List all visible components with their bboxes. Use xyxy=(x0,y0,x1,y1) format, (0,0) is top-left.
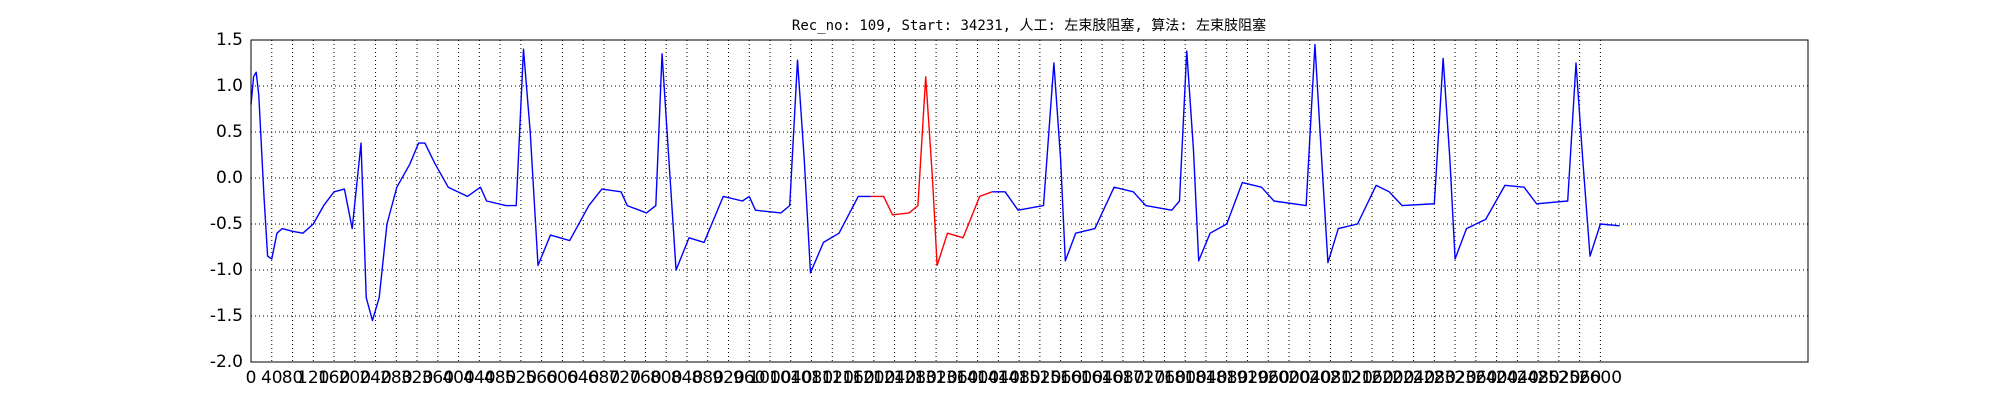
x-tick-label: 2160 xyxy=(1350,368,1393,388)
x-tick-label: 400 xyxy=(442,368,474,388)
x-tick-label: 1480 xyxy=(997,368,1040,388)
x-tick-label: 680 xyxy=(588,368,620,388)
x-tick-label: 2480 xyxy=(1516,368,1559,388)
x-tick-label: 1320 xyxy=(914,368,957,388)
x-tick-label: 200 xyxy=(339,368,371,388)
x-tick-label: 1200 xyxy=(852,368,895,388)
x-tick-label: 1640 xyxy=(1081,368,1124,388)
x-tick-label: 960 xyxy=(733,368,765,388)
x-tick-label: 2320 xyxy=(1433,368,1476,388)
x-tick-label: 1800 xyxy=(1164,368,1207,388)
x-tick-label: 1560 xyxy=(1039,368,1082,388)
x-tick-label: 80 xyxy=(282,368,304,388)
y-tick-label: 1.0 xyxy=(216,76,243,96)
x-tick-label: 1240 xyxy=(873,368,916,388)
x-tick-label: 40 xyxy=(261,368,283,388)
x-tick-label: 760 xyxy=(629,368,661,388)
x-tick-label: 560 xyxy=(525,368,557,388)
x-tick-label: 840 xyxy=(671,368,703,388)
x-tick-label: 600 xyxy=(546,368,578,388)
x-tick-label: 720 xyxy=(608,368,640,388)
x-tick-label: 1880 xyxy=(1205,368,1248,388)
x-tick-label: 320 xyxy=(401,368,433,388)
x-tick-label: 360 xyxy=(422,368,454,388)
x-tick-label: 1520 xyxy=(1018,368,1061,388)
x-tick-label: 1600 xyxy=(1060,368,1103,388)
y-tick-label: -2.0 xyxy=(210,352,243,372)
x-tick-label: 1120 xyxy=(811,368,854,388)
x-tick-label: 2280 xyxy=(1413,368,1456,388)
x-tick-label: 2040 xyxy=(1288,368,1331,388)
x-tick-label: 0 xyxy=(246,368,257,388)
y-tick-label: -0.5 xyxy=(210,214,243,234)
x-tick-label: 480 xyxy=(484,368,516,388)
x-tick-label: 800 xyxy=(650,368,682,388)
x-tick-label: 440 xyxy=(463,368,495,388)
x-tick-label: 2560 xyxy=(1558,368,1601,388)
x-tick-label: 2080 xyxy=(1309,368,1352,388)
x-tick-label: 240 xyxy=(359,368,391,388)
x-tick-label: 2360 xyxy=(1454,368,1497,388)
x-tick-label: 1680 xyxy=(1101,368,1144,388)
x-tick-label: 2600 xyxy=(1579,368,1622,388)
chart-title: Rec_no: 109, Start: 34231, 人工: 左束肢阻塞, 算法… xyxy=(792,17,1266,34)
x-tick-label: 2520 xyxy=(1537,368,1580,388)
x-tick-label: 1360 xyxy=(935,368,978,388)
x-tick-label: 1000 xyxy=(748,368,791,388)
x-tick-label: 1760 xyxy=(1143,368,1186,388)
x-tick-label: 2000 xyxy=(1267,368,1310,388)
x-tick-label: 2440 xyxy=(1496,368,1539,388)
x-tick-label: 1400 xyxy=(956,368,999,388)
x-tick-label: 120 xyxy=(297,368,329,388)
y-tick-label: -1.5 xyxy=(210,306,243,326)
x-tick-label: 1960 xyxy=(1247,368,1290,388)
x-tick-label: 2200 xyxy=(1371,368,1414,388)
x-tick-label: 1280 xyxy=(894,368,937,388)
y-tick-label: -1.0 xyxy=(210,260,243,280)
y-tick-label: 0.0 xyxy=(216,168,243,188)
x-tick-label: 160 xyxy=(318,368,350,388)
x-tick-label: 2120 xyxy=(1330,368,1373,388)
x-tick-label: 1440 xyxy=(977,368,1020,388)
y-tick-label: 0.5 xyxy=(216,122,243,142)
x-tick-label: 280 xyxy=(380,368,412,388)
x-tick-label: 1040 xyxy=(769,368,812,388)
x-tick-label: 920 xyxy=(712,368,744,388)
x-tick-label: 1080 xyxy=(790,368,833,388)
y-tick-label: 1.5 xyxy=(216,30,243,50)
x-tick-label: 2400 xyxy=(1475,368,1518,388)
x-tick-label: 640 xyxy=(567,368,599,388)
plot-frame xyxy=(250,39,1809,363)
x-tick-label: 520 xyxy=(505,368,537,388)
x-tick-label: 1720 xyxy=(1122,368,1165,388)
line-series xyxy=(250,43,1620,322)
x-tick-label: 2240 xyxy=(1392,368,1435,388)
x-tick-label: 1160 xyxy=(831,368,874,388)
x-tick-label: 1840 xyxy=(1184,368,1227,388)
line-series xyxy=(870,76,993,267)
x-tick-label: 1920 xyxy=(1226,368,1269,388)
x-tick-label: 880 xyxy=(691,368,723,388)
